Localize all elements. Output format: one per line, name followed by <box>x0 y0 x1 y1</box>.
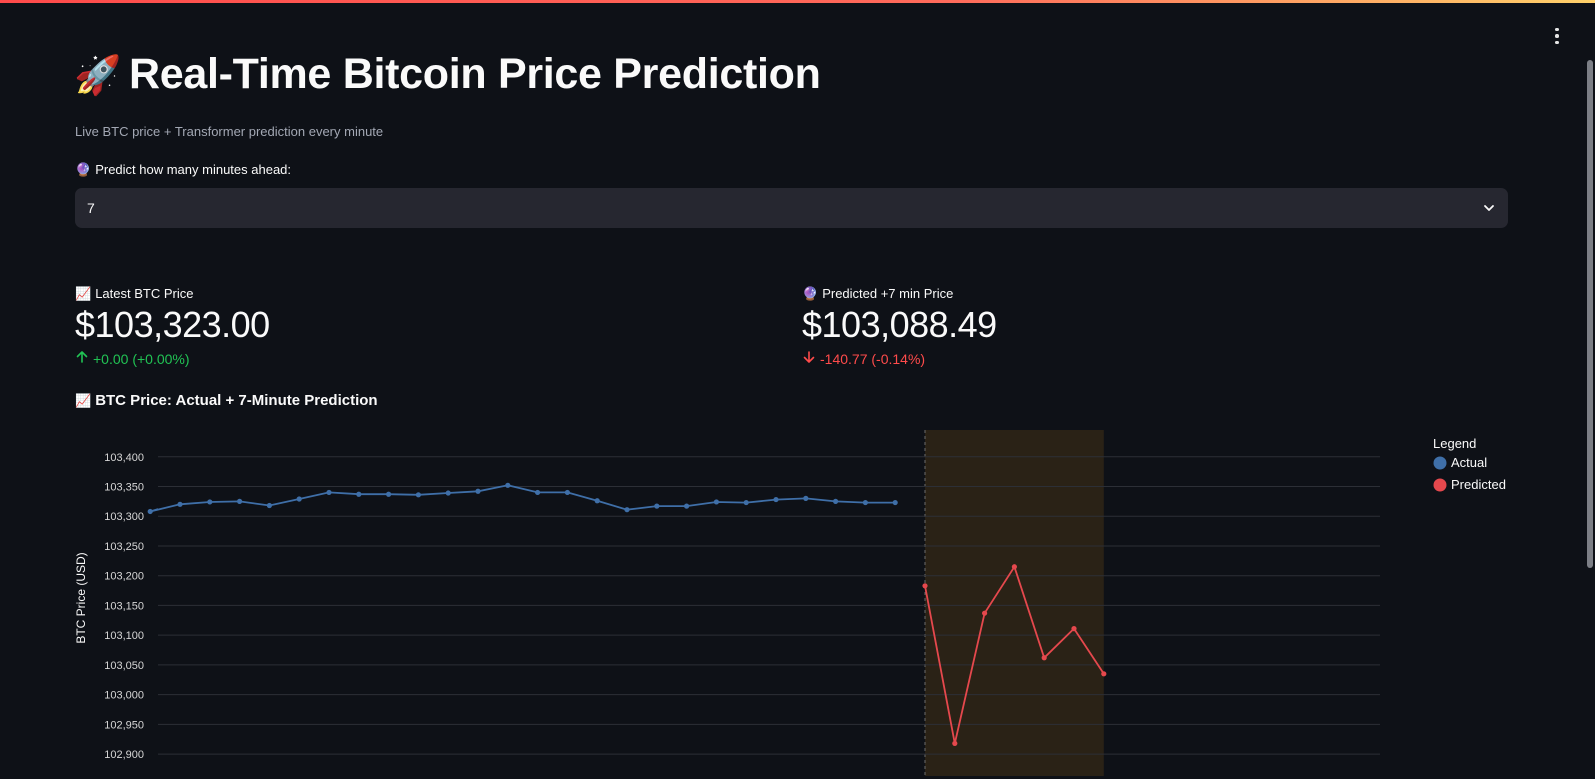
prediction-region-band <box>925 430 1104 776</box>
main-menu-button[interactable] <box>1548 26 1566 46</box>
predicted-data-point <box>1071 626 1077 632</box>
legend-title: Legend <box>1433 436 1476 451</box>
chart-increasing-icon: 📈 <box>75 393 92 408</box>
y-tick-label: 103,100 <box>104 630 144 642</box>
latest-price-value: $103,323.00 <box>75 304 270 345</box>
page-title-text: Real-Time Bitcoin Price Prediction <box>129 50 821 98</box>
y-tick-label: 102,900 <box>104 749 144 761</box>
chart-increasing-icon: 📈 <box>75 286 92 301</box>
y-tick-label: 103,050 <box>104 660 144 672</box>
predicted-data-point <box>922 583 928 589</box>
predicted-price-delta-text: -140.77 (-0.14%) <box>820 350 926 367</box>
arrow-down-icon <box>802 350 816 367</box>
predicted-price-metric: 🔮 Predicted +7 min Price $103,088.49 -140… <box>802 286 997 367</box>
latest-price-delta-text: +0.00 (+0.00%) <box>93 350 190 367</box>
kebab-dot-icon <box>1555 40 1559 45</box>
predicted-data-point <box>1011 564 1018 570</box>
y-axis-title: BTC Price (USD) <box>74 552 88 643</box>
y-tick-label: 103,400 <box>104 452 144 464</box>
y-tick-label: 103,000 <box>104 690 144 702</box>
actual-data-point <box>862 499 869 506</box>
btc-price-chart[interactable]: 102,900 102,950 103,000 103,050 103,100 103,1… <box>70 430 1510 779</box>
actual-data-point <box>147 508 153 515</box>
actual-data-point <box>624 507 630 513</box>
chart-section-title-text: BTC Price: Actual + 7-Minute Prediction <box>95 392 378 409</box>
actual-data-point <box>684 503 690 509</box>
chart-section-title: 📈 BTC Price: Actual + 7-Minute Prediction <box>75 392 378 409</box>
actual-data-point <box>177 501 183 507</box>
actual-data-point <box>773 496 779 503</box>
latest-price-metric: 📈 Latest BTC Price $103,323.00 +0.00 (+0.… <box>75 286 270 367</box>
chevron-down-icon <box>1482 201 1496 215</box>
crystal-ball-icon: 🔮 <box>802 286 819 301</box>
predicted-data-point <box>1101 671 1107 677</box>
kebab-dot-icon <box>1555 34 1559 38</box>
predicted-price-label: 🔮 Predicted +7 min Price <box>802 286 997 302</box>
rocket-icon: 🚀 <box>74 55 122 97</box>
latest-price-label-text: Latest BTC Price <box>95 286 194 301</box>
y-tick-label: 102,950 <box>104 719 144 731</box>
y-tick-label: 103,150 <box>104 600 144 612</box>
predict-select-label: 🔮 Predict how many minutes ahead: <box>75 162 291 178</box>
actual-data-point <box>535 489 541 496</box>
actual-data-point <box>207 499 213 505</box>
predicted-price-delta: -140.77 (-0.14%) <box>802 350 997 367</box>
y-tick-label: 103,250 <box>104 541 144 553</box>
actual-data-point <box>445 490 451 496</box>
latest-price-delta: +0.00 (+0.00%) <box>75 350 270 367</box>
predicted-data-point <box>952 740 958 747</box>
actual-data-point <box>654 503 660 509</box>
latest-price-label: 📈 Latest BTC Price <box>75 286 270 302</box>
actual-data-point <box>296 496 302 502</box>
actual-data-point <box>237 498 243 504</box>
top-decoration-bar <box>0 0 1595 3</box>
actual-data-point <box>415 492 421 498</box>
legend-marker-actual <box>1433 456 1447 470</box>
actual-series-line <box>149 484 896 513</box>
kebab-dot-icon <box>1555 27 1559 32</box>
actual-data-point <box>326 489 332 496</box>
predict-select-label-text: Predict how many minutes ahead: <box>95 162 292 177</box>
predicted-data-point <box>982 610 988 616</box>
actual-data-point <box>892 499 898 506</box>
predicted-price-label-text: Predicted +7 min Price <box>822 286 954 301</box>
actual-data-point <box>803 495 809 501</box>
legend-label-actual: Actual <box>1451 455 1487 470</box>
legend-label-predicted: Predicted <box>1451 477 1506 492</box>
actual-data-point <box>833 498 839 504</box>
y-tick-label: 103,300 <box>104 511 144 523</box>
arrow-up-icon <box>75 350 89 367</box>
actual-data-point <box>564 489 570 496</box>
actual-data-point <box>594 498 600 504</box>
actual-data-point <box>356 491 362 497</box>
predicted-price-value: $103,088.49 <box>802 304 997 345</box>
minutes-ahead-select[interactable]: 7 <box>75 188 1508 228</box>
y-tick-label: 103,350 <box>104 481 144 493</box>
crystal-ball-icon: 🔮 <box>75 162 92 177</box>
actual-data-point <box>713 499 720 505</box>
minutes-ahead-value: 7 <box>87 200 95 216</box>
predicted-data-point <box>1041 655 1047 661</box>
page-title: 🚀 Real-Time Bitcoin Price Prediction <box>74 50 821 99</box>
y-tick-label: 103,200 <box>104 571 144 583</box>
actual-data-point <box>505 482 511 488</box>
page-subtitle: Live BTC price + Transformer prediction … <box>75 124 384 139</box>
vertical-scrollbar[interactable] <box>1587 60 1593 568</box>
actual-data-point <box>386 491 392 497</box>
actual-data-point <box>743 499 749 506</box>
actual-data-point <box>266 502 272 509</box>
actual-data-point <box>475 488 481 494</box>
legend-marker-predicted <box>1433 478 1447 492</box>
